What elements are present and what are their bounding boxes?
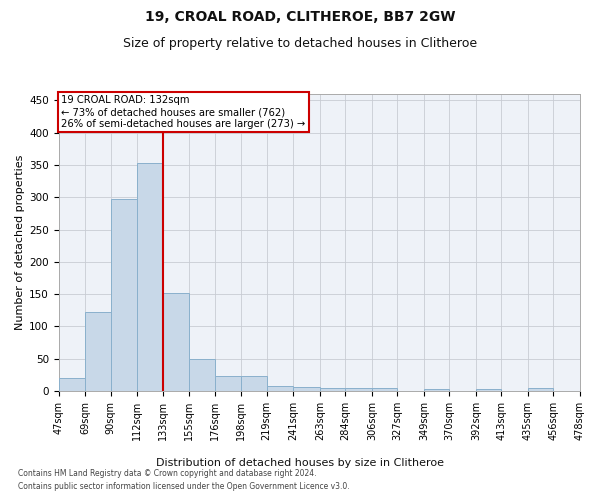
Bar bbox=[137, 163, 163, 391]
Bar bbox=[580, 388, 600, 391]
Text: Distribution of detached houses by size in Clitheroe: Distribution of detached houses by size … bbox=[156, 458, 444, 468]
Bar bbox=[346, 388, 372, 391]
Text: Size of property relative to detached houses in Clitheroe: Size of property relative to detached ho… bbox=[123, 38, 477, 51]
Bar bbox=[215, 376, 241, 391]
Bar bbox=[163, 294, 189, 391]
Y-axis label: Number of detached properties: Number of detached properties bbox=[15, 155, 25, 330]
Text: 19 CROAL ROAD: 132sqm
← 73% of detached houses are smaller (762)
26% of semi-det: 19 CROAL ROAD: 132sqm ← 73% of detached … bbox=[61, 96, 305, 128]
Bar bbox=[528, 388, 553, 391]
Text: 19, CROAL ROAD, CLITHEROE, BB7 2GW: 19, CROAL ROAD, CLITHEROE, BB7 2GW bbox=[145, 10, 455, 24]
Bar bbox=[59, 378, 85, 391]
Bar bbox=[241, 376, 266, 391]
Text: Contains HM Land Registry data © Crown copyright and database right 2024.: Contains HM Land Registry data © Crown c… bbox=[18, 468, 317, 477]
Bar bbox=[476, 389, 502, 391]
Bar bbox=[293, 387, 320, 391]
Bar bbox=[372, 388, 397, 391]
Bar bbox=[266, 386, 293, 391]
Bar bbox=[85, 312, 110, 391]
Bar bbox=[424, 389, 449, 391]
Bar bbox=[110, 198, 137, 391]
Text: Contains public sector information licensed under the Open Government Licence v3: Contains public sector information licen… bbox=[18, 482, 350, 491]
Bar bbox=[189, 360, 215, 391]
Bar bbox=[320, 388, 346, 391]
